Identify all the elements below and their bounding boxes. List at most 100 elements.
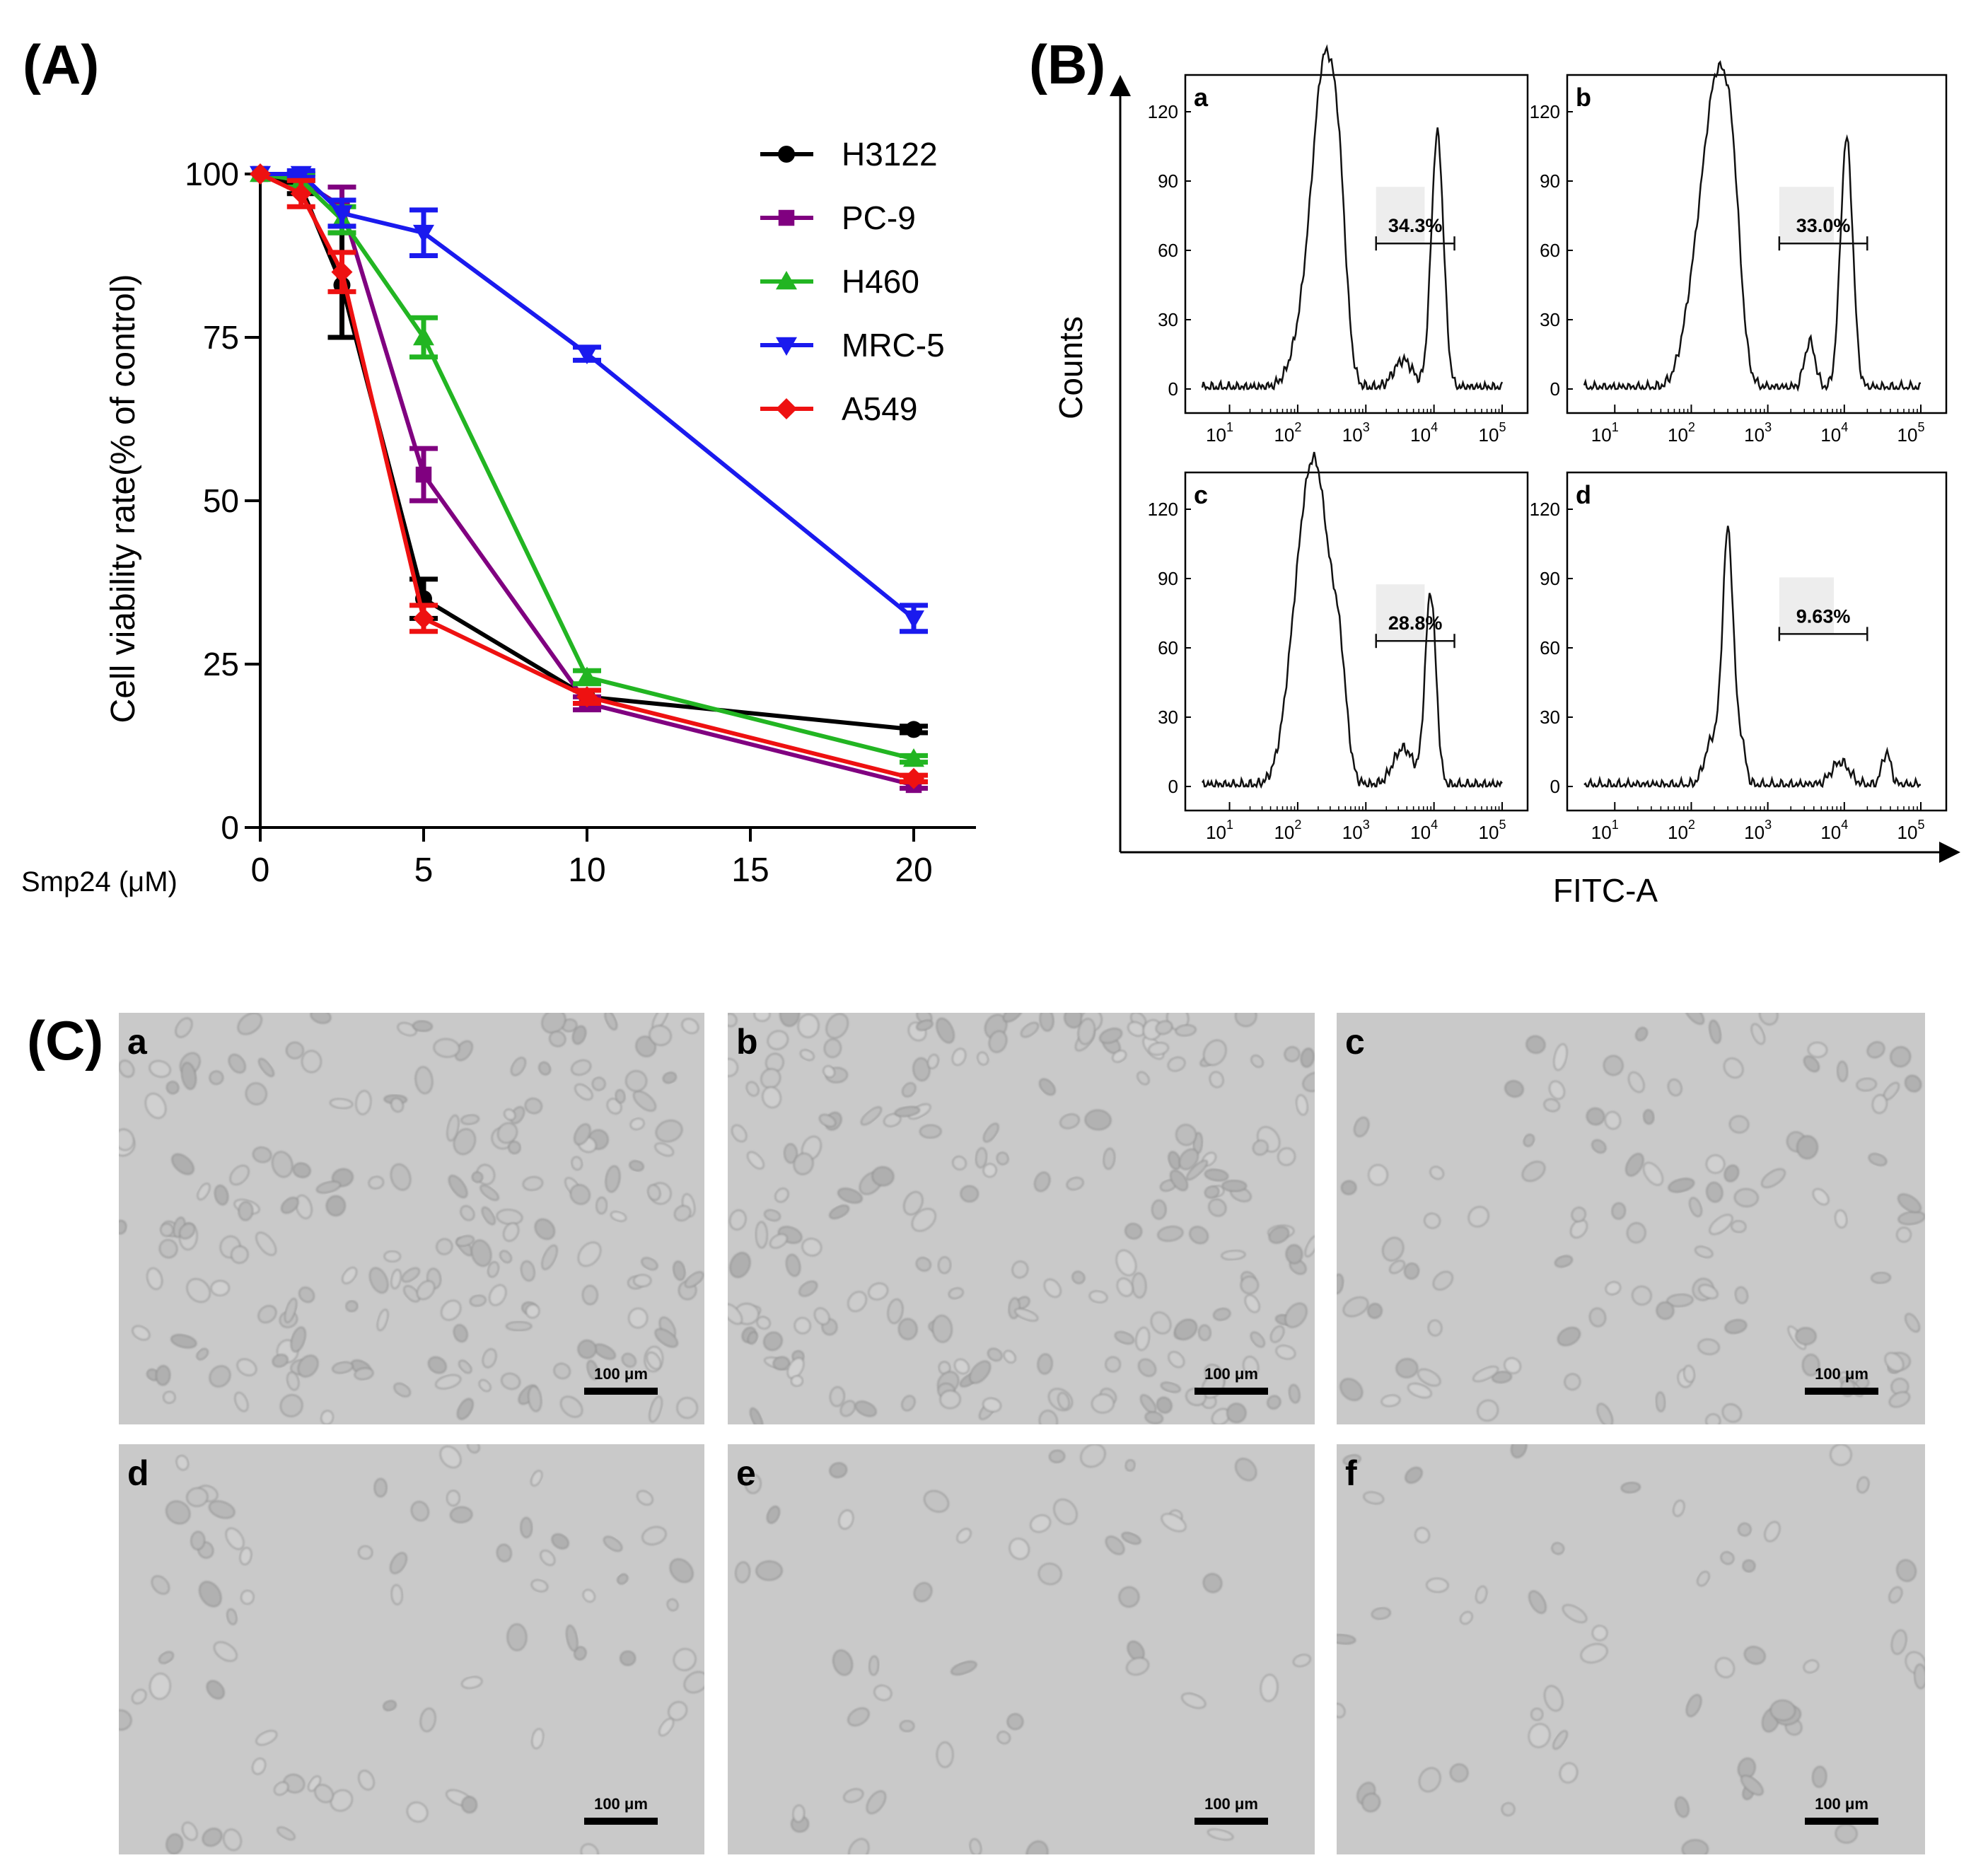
cell — [1428, 1320, 1443, 1337]
cell — [1126, 1657, 1149, 1676]
cell — [1868, 1153, 1887, 1166]
cell — [1003, 1350, 1016, 1364]
cell — [1380, 1394, 1401, 1407]
cell — [916, 1257, 931, 1272]
cell — [390, 1552, 407, 1574]
cell — [636, 1490, 653, 1506]
cell — [1734, 1188, 1759, 1207]
cell — [1475, 1586, 1487, 1603]
cell — [1770, 1700, 1796, 1721]
cell — [1235, 1458, 1257, 1481]
cell — [330, 1098, 353, 1109]
cell — [1603, 1055, 1624, 1076]
cell — [1260, 1674, 1279, 1702]
cell — [1897, 1211, 1925, 1225]
gate-percent: 9.63% — [1796, 605, 1851, 627]
cell — [1580, 1643, 1608, 1663]
cell — [1706, 1154, 1725, 1174]
data-point — [778, 146, 795, 163]
cell — [1285, 1244, 1303, 1264]
cell — [801, 1238, 822, 1256]
cell — [779, 1013, 800, 1027]
cell — [506, 1623, 528, 1651]
flow-x-tick-label: 101 — [1591, 818, 1619, 843]
cell — [1221, 1180, 1247, 1192]
flow-y-tick-label: 0 — [1168, 378, 1178, 400]
cell — [866, 1790, 886, 1814]
cell — [1856, 1078, 1877, 1091]
data-point — [576, 345, 598, 365]
cell — [1034, 1171, 1051, 1192]
cell — [1006, 1713, 1024, 1730]
legend-label: PC-9 — [842, 199, 916, 236]
cell — [989, 1030, 1007, 1053]
flow-x-tick-label: 101 — [1206, 818, 1233, 843]
cell — [786, 1254, 801, 1277]
cell — [1417, 1369, 1441, 1386]
micrograph-e: e 100 μm — [728, 1444, 1315, 1854]
cell — [453, 1324, 468, 1342]
cell — [1014, 1308, 1038, 1322]
cell — [403, 1285, 420, 1303]
cell — [417, 1280, 435, 1300]
y-axis-label: Cell viability rate(% of control) — [105, 274, 142, 724]
cell — [151, 1575, 170, 1595]
cell — [932, 1315, 953, 1343]
cell — [1429, 1166, 1444, 1180]
cell — [332, 1361, 354, 1374]
cell — [1361, 1793, 1380, 1812]
cell — [1723, 1057, 1744, 1079]
cell — [1803, 1659, 1819, 1673]
cell — [460, 1205, 475, 1221]
cell — [729, 1252, 751, 1278]
flow-x-tick-label: 105 — [1897, 818, 1925, 843]
cell — [924, 1490, 949, 1513]
cell — [1735, 1287, 1748, 1304]
cell — [871, 1166, 895, 1187]
flow-y-tick-label: 90 — [1540, 170, 1560, 192]
cell — [1643, 1109, 1655, 1125]
cell — [1039, 1078, 1056, 1096]
cell — [1124, 1223, 1142, 1240]
flow-x-tick-label: 103 — [1744, 420, 1772, 446]
cell — [472, 1171, 483, 1183]
cell — [1896, 1560, 1917, 1582]
cell — [1477, 1400, 1499, 1422]
cell — [440, 1446, 462, 1468]
cell — [728, 1013, 738, 1027]
cell — [541, 1245, 558, 1270]
cell — [663, 1072, 677, 1084]
cell — [1668, 1079, 1682, 1096]
cell — [540, 1550, 555, 1566]
cell — [368, 1176, 384, 1190]
cell — [179, 1223, 195, 1239]
cell — [673, 1648, 697, 1671]
cell — [1304, 1235, 1315, 1258]
cell — [1720, 1551, 1735, 1565]
cell — [252, 1758, 266, 1775]
cell — [1270, 1325, 1285, 1343]
cell — [455, 1235, 475, 1247]
cell — [1596, 1403, 1613, 1424]
cell — [1337, 1274, 1344, 1294]
cell — [428, 1357, 447, 1374]
flow-panel-label: b — [1576, 83, 1591, 112]
cell — [939, 1390, 961, 1409]
cell — [1156, 1397, 1173, 1414]
data-point — [903, 748, 924, 767]
cell — [280, 1394, 303, 1417]
cell — [506, 1321, 533, 1331]
cell — [1209, 1071, 1224, 1088]
cell — [1181, 1692, 1207, 1709]
y-tick-label: 25 — [203, 646, 239, 683]
cell — [1137, 1072, 1150, 1085]
cell — [255, 1232, 277, 1256]
cell — [1121, 1532, 1141, 1545]
cell — [1161, 1381, 1181, 1393]
cell — [479, 1185, 499, 1201]
cell — [666, 1598, 679, 1611]
cell — [1744, 1646, 1766, 1665]
flow-x-tick-label: 102 — [1668, 818, 1695, 843]
flow-panel-d: d 0 30 60 90 120 101 102 103 104 105 9.63% — [1530, 471, 1948, 843]
